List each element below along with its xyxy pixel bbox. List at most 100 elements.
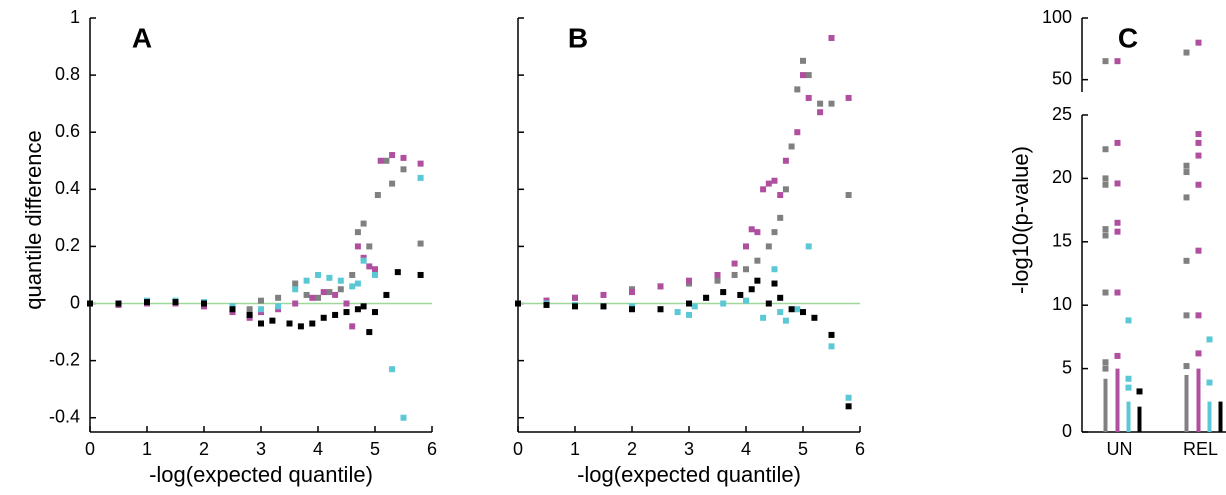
point xyxy=(269,317,276,324)
point xyxy=(765,243,772,250)
point xyxy=(337,277,344,284)
point xyxy=(332,311,339,318)
point xyxy=(674,309,681,316)
point xyxy=(1195,181,1202,188)
point xyxy=(303,291,310,298)
point xyxy=(743,297,749,304)
point xyxy=(366,263,373,270)
point xyxy=(845,192,852,199)
point xyxy=(794,86,801,93)
x-tick-label: 3 xyxy=(256,439,266,459)
point xyxy=(1114,219,1121,226)
point xyxy=(754,257,761,264)
point xyxy=(720,289,727,296)
point xyxy=(1102,175,1109,182)
point xyxy=(828,100,835,107)
y-tick-label: -0.4 xyxy=(49,406,80,426)
point xyxy=(349,283,356,290)
point xyxy=(297,323,304,330)
bar xyxy=(1103,378,1108,432)
point xyxy=(1195,152,1202,159)
point xyxy=(349,271,356,278)
x-tick-label: 5 xyxy=(370,439,380,459)
x-tick-label: 4 xyxy=(313,439,323,459)
x-tick-label: 0 xyxy=(513,439,523,459)
point xyxy=(760,314,767,321)
point xyxy=(748,286,755,293)
panel-letter: C xyxy=(1118,22,1138,53)
point xyxy=(326,274,333,281)
point xyxy=(1183,312,1190,319)
point xyxy=(246,306,253,313)
y-tick-label: 0 xyxy=(70,292,80,312)
x-tick-label: 1 xyxy=(142,439,152,459)
x-tick-label: 0 xyxy=(85,439,95,459)
point xyxy=(1125,317,1132,324)
point xyxy=(743,266,749,273)
point xyxy=(1102,232,1109,239)
point xyxy=(383,291,390,298)
point xyxy=(800,57,806,64)
x-tick-label: 6 xyxy=(855,439,865,459)
point xyxy=(354,280,361,287)
point xyxy=(782,186,789,193)
y-tick-label: 10 xyxy=(1052,294,1072,314)
y-axis-label: quantile difference xyxy=(21,130,46,309)
point xyxy=(817,109,824,116)
point xyxy=(765,180,772,187)
point xyxy=(771,229,778,236)
point xyxy=(400,166,407,173)
point xyxy=(354,243,361,250)
point xyxy=(629,306,635,313)
y-tick-label: 5 xyxy=(1062,357,1072,377)
y-tick-label: 15 xyxy=(1052,231,1072,251)
point xyxy=(292,300,299,307)
point xyxy=(731,260,738,267)
point xyxy=(828,343,835,350)
point xyxy=(794,306,801,313)
point xyxy=(686,300,692,307)
point xyxy=(417,174,424,181)
point xyxy=(343,309,350,316)
point xyxy=(354,229,361,236)
point xyxy=(657,283,664,290)
x-tick-label: 4 xyxy=(741,439,751,459)
point xyxy=(1183,194,1190,201)
point xyxy=(691,303,698,310)
point xyxy=(1114,58,1121,65)
point xyxy=(731,271,738,278)
point xyxy=(515,300,521,307)
point xyxy=(1183,257,1190,264)
point xyxy=(320,314,327,321)
point xyxy=(737,291,744,298)
x-axis-label: -log(expected quantile) xyxy=(149,462,373,487)
point xyxy=(258,320,264,327)
point xyxy=(292,286,299,293)
point xyxy=(360,220,367,227)
x-tick-label: 2 xyxy=(627,439,637,459)
point xyxy=(229,306,236,313)
point xyxy=(303,277,310,284)
panel-letter: B xyxy=(568,22,588,53)
point xyxy=(372,309,378,316)
y-tick-label: 50 xyxy=(1052,68,1072,88)
bar xyxy=(1184,374,1189,432)
y-tick-label: 0.4 xyxy=(55,178,80,198)
point xyxy=(777,214,784,221)
point xyxy=(1136,388,1143,395)
point xyxy=(332,291,339,298)
y-tick-label: 0.8 xyxy=(55,64,80,84)
point xyxy=(1195,139,1202,146)
point xyxy=(400,414,407,421)
point xyxy=(320,289,327,296)
point xyxy=(1114,352,1121,359)
point xyxy=(845,94,852,101)
point xyxy=(805,243,812,250)
point xyxy=(817,100,824,107)
point xyxy=(246,311,253,318)
point xyxy=(1114,180,1121,187)
point xyxy=(417,160,424,167)
y-tick-label: 1 xyxy=(70,7,80,27)
point xyxy=(828,331,835,338)
point xyxy=(788,143,795,150)
